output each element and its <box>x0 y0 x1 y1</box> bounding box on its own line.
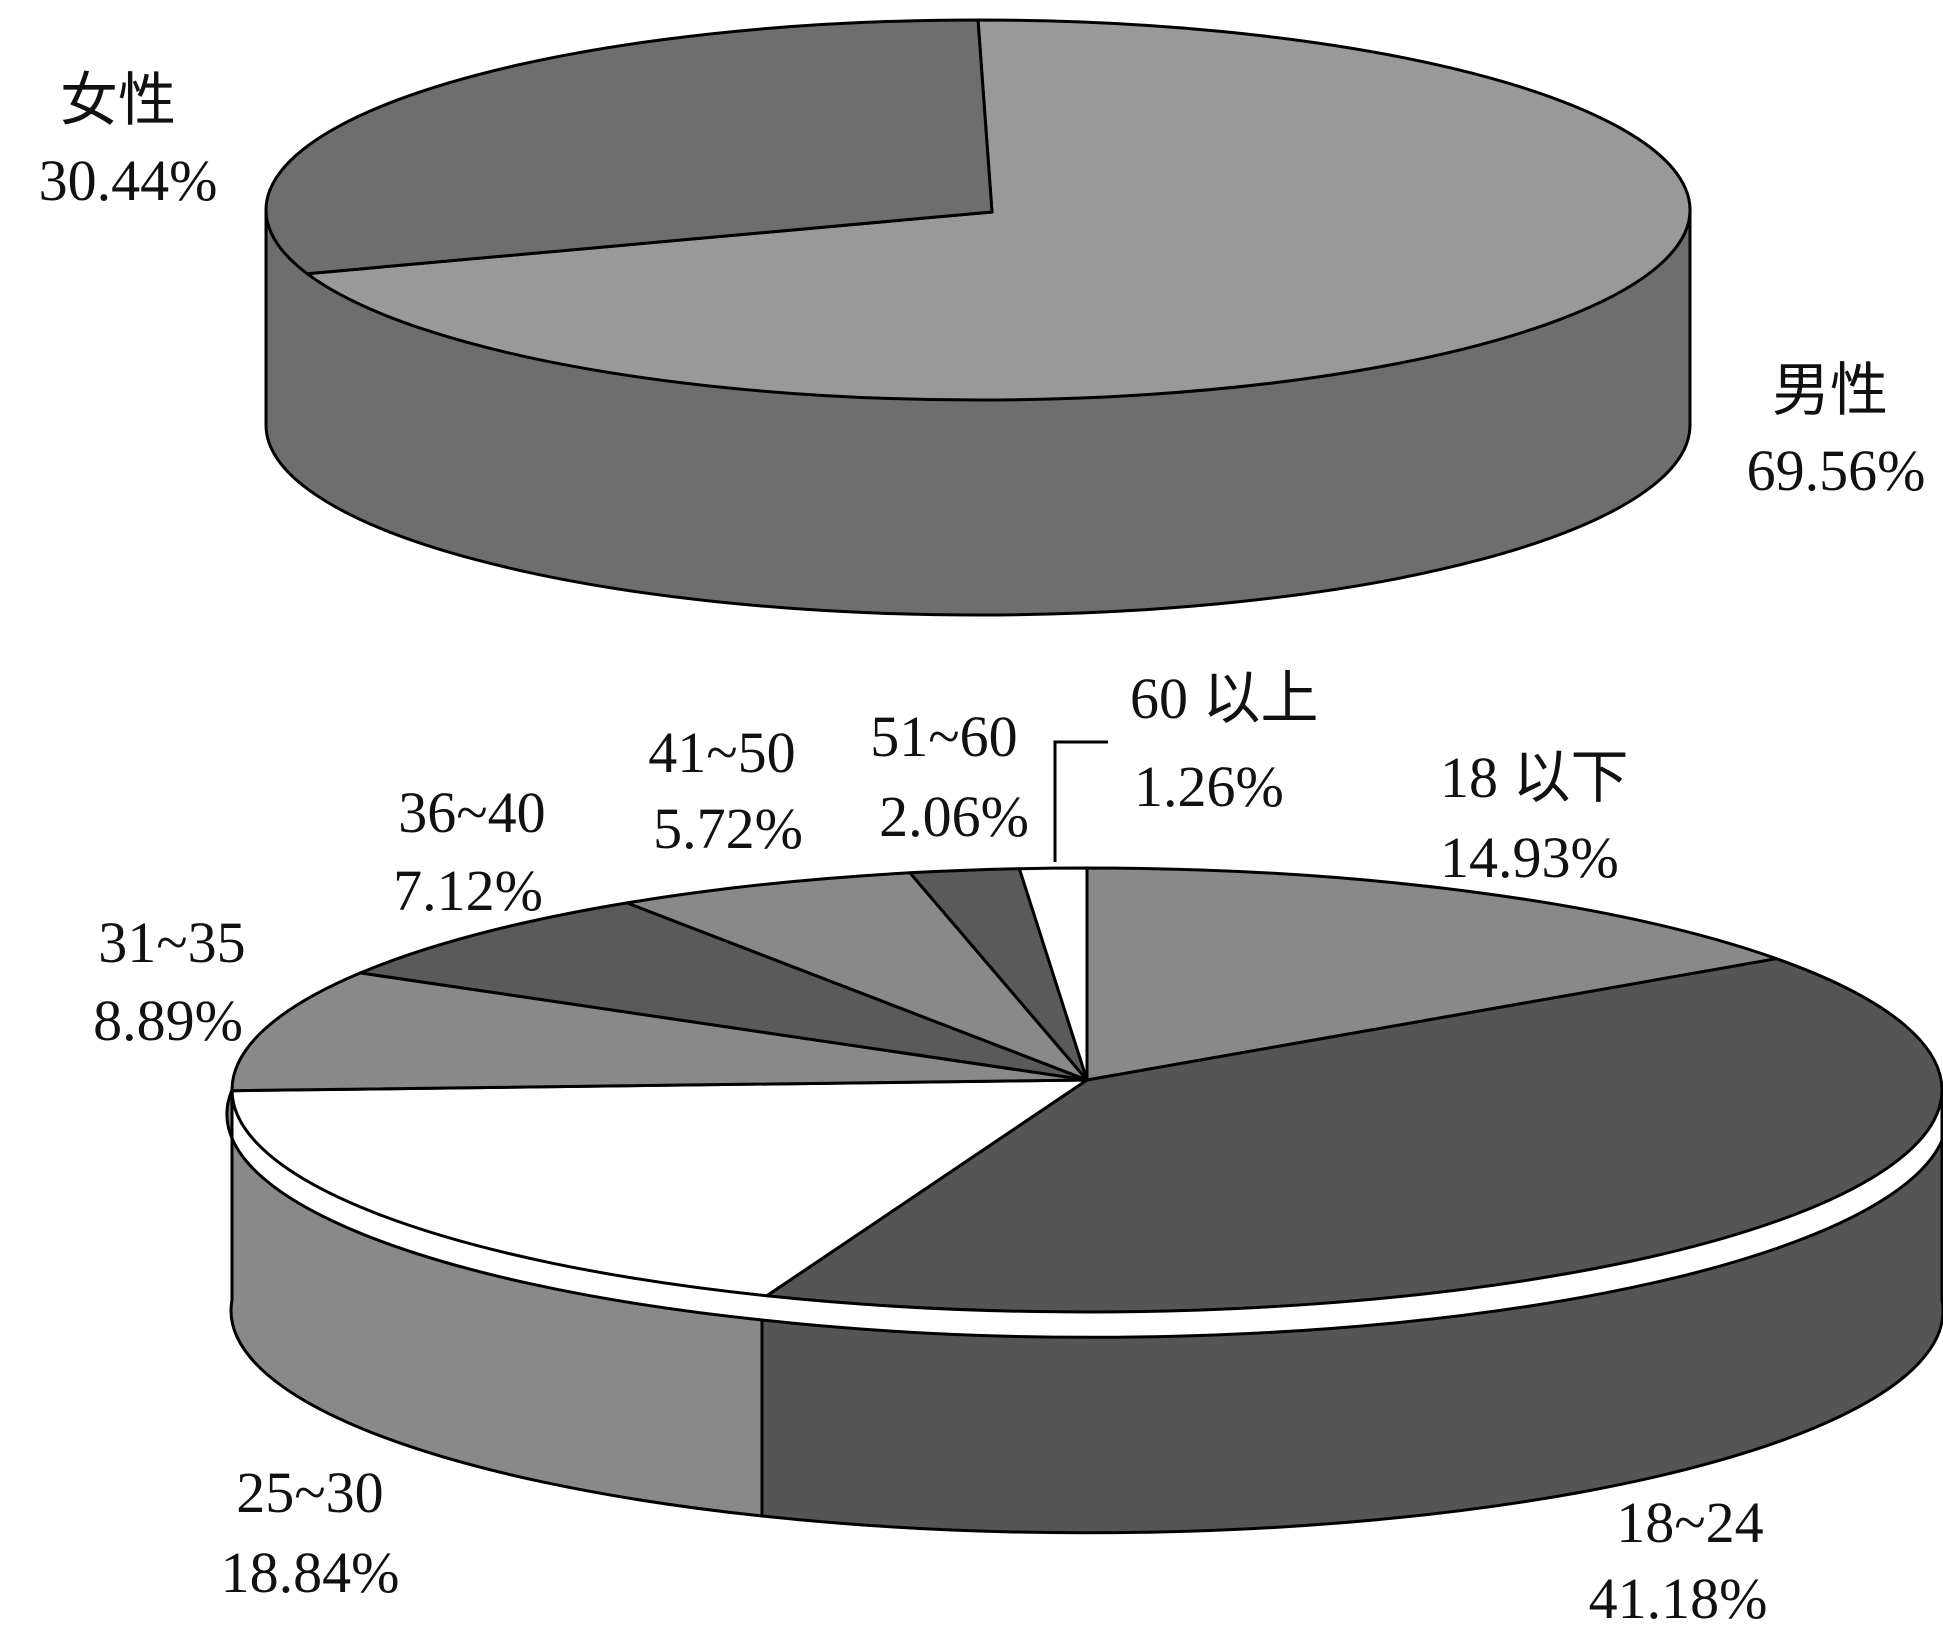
age-pie-slice-5 <box>625 871 1089 1082</box>
age-pie-slice-0 <box>1085 866 1778 1082</box>
slice-label-51-60-pct: 2.06% <box>879 784 1029 849</box>
age-pie-slice-3 <box>230 971 1089 1093</box>
leader-line-60-above <box>1053 740 1108 862</box>
slice-label-25-30-pct: 18.84% <box>221 1540 400 1605</box>
slice-label-18-24-name: 18~24 <box>1616 1490 1763 1555</box>
slice-label-25-30-name: 25~30 <box>236 1460 383 1525</box>
age-pie-slice-7 <box>1017 866 1089 1082</box>
slice-label-60-above-name: 60 以上 <box>1130 666 1319 731</box>
gender-pie-top <box>264 18 1692 402</box>
gender-pie: 女性 30.44% 男性 69.56% <box>39 18 1926 617</box>
slice-label-36-40-name: 36~40 <box>398 780 545 845</box>
age-pie: 18 以下 14.93% 18~24 41.18% 25~30 18.84% 3… <box>93 666 1943 1627</box>
slice-label-41-50-name: 41~50 <box>648 720 795 785</box>
age-pie-slice-4 <box>359 901 1089 1082</box>
slice-label-male-pct: 69.56% <box>1747 438 1926 503</box>
slice-label-31-35-pct: 8.89% <box>93 988 243 1053</box>
slice-label-60-above-pct: 1.26% <box>1134 754 1284 819</box>
slice-label-36-40-pct: 7.12% <box>393 858 543 923</box>
age-pie-slice-2 <box>230 1078 1089 1298</box>
slice-label-female-name: 女性 <box>60 68 176 133</box>
slice-label-under18-pct: 14.93% <box>1440 825 1619 890</box>
slice-label-under18-name: 18 以下 <box>1440 745 1629 810</box>
age-pie-top <box>230 866 1943 1314</box>
slice-label-31-35-name: 31~35 <box>98 910 245 975</box>
slice-label-18-24-pct: 41.18% <box>1589 1566 1768 1627</box>
gender-pie-slice-1 <box>264 18 994 276</box>
age-pie-slice-1 <box>765 957 1943 1314</box>
slice-label-41-50-pct: 5.72% <box>653 796 803 861</box>
gender-pie-slice-0 <box>305 18 1692 402</box>
slice-label-male-name: 男性 <box>1772 358 1888 423</box>
slice-label-51-60-name: 51~60 <box>870 704 1017 769</box>
slice-label-female-pct: 30.44% <box>39 148 218 213</box>
